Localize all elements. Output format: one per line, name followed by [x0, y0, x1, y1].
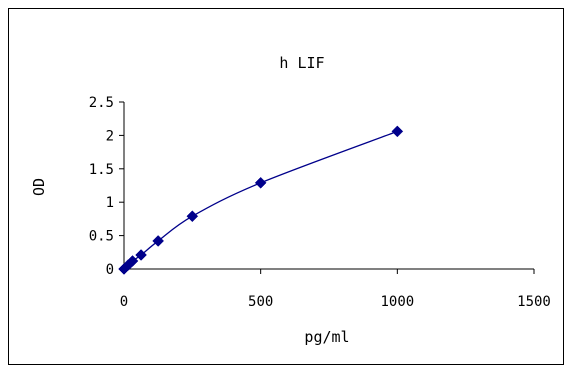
x-tick-label: 1000: [380, 294, 414, 310]
axes: 0 0.5 1 1.5 2 2.5 0 500 1000 1500: [89, 95, 551, 310]
x-tick-label: 500: [248, 294, 273, 310]
data-point: [391, 125, 404, 138]
data-point: [126, 255, 139, 267]
data-point: [135, 249, 147, 261]
y-tick-label: 2: [106, 128, 114, 144]
y-tick-label: 0: [106, 262, 114, 278]
series-line: [123, 130, 398, 270]
y-tick-label: 2.5: [89, 95, 114, 111]
data-point: [254, 176, 267, 189]
chart-frame: [8, 8, 564, 365]
x-tick-label: 1500: [517, 294, 551, 310]
y-axis-label: OD: [30, 178, 48, 196]
chart-title: h LIF: [279, 54, 324, 72]
x-axis-label: pg/ml: [304, 328, 349, 346]
series-layer: [118, 125, 404, 275]
x-tick-label: 0: [120, 294, 128, 310]
data-point: [152, 235, 165, 247]
data-point: [186, 210, 199, 223]
y-tick-label: 0.5: [89, 229, 114, 245]
y-tick-label: 1.5: [89, 162, 114, 178]
y-tick-label: 1: [106, 195, 114, 211]
